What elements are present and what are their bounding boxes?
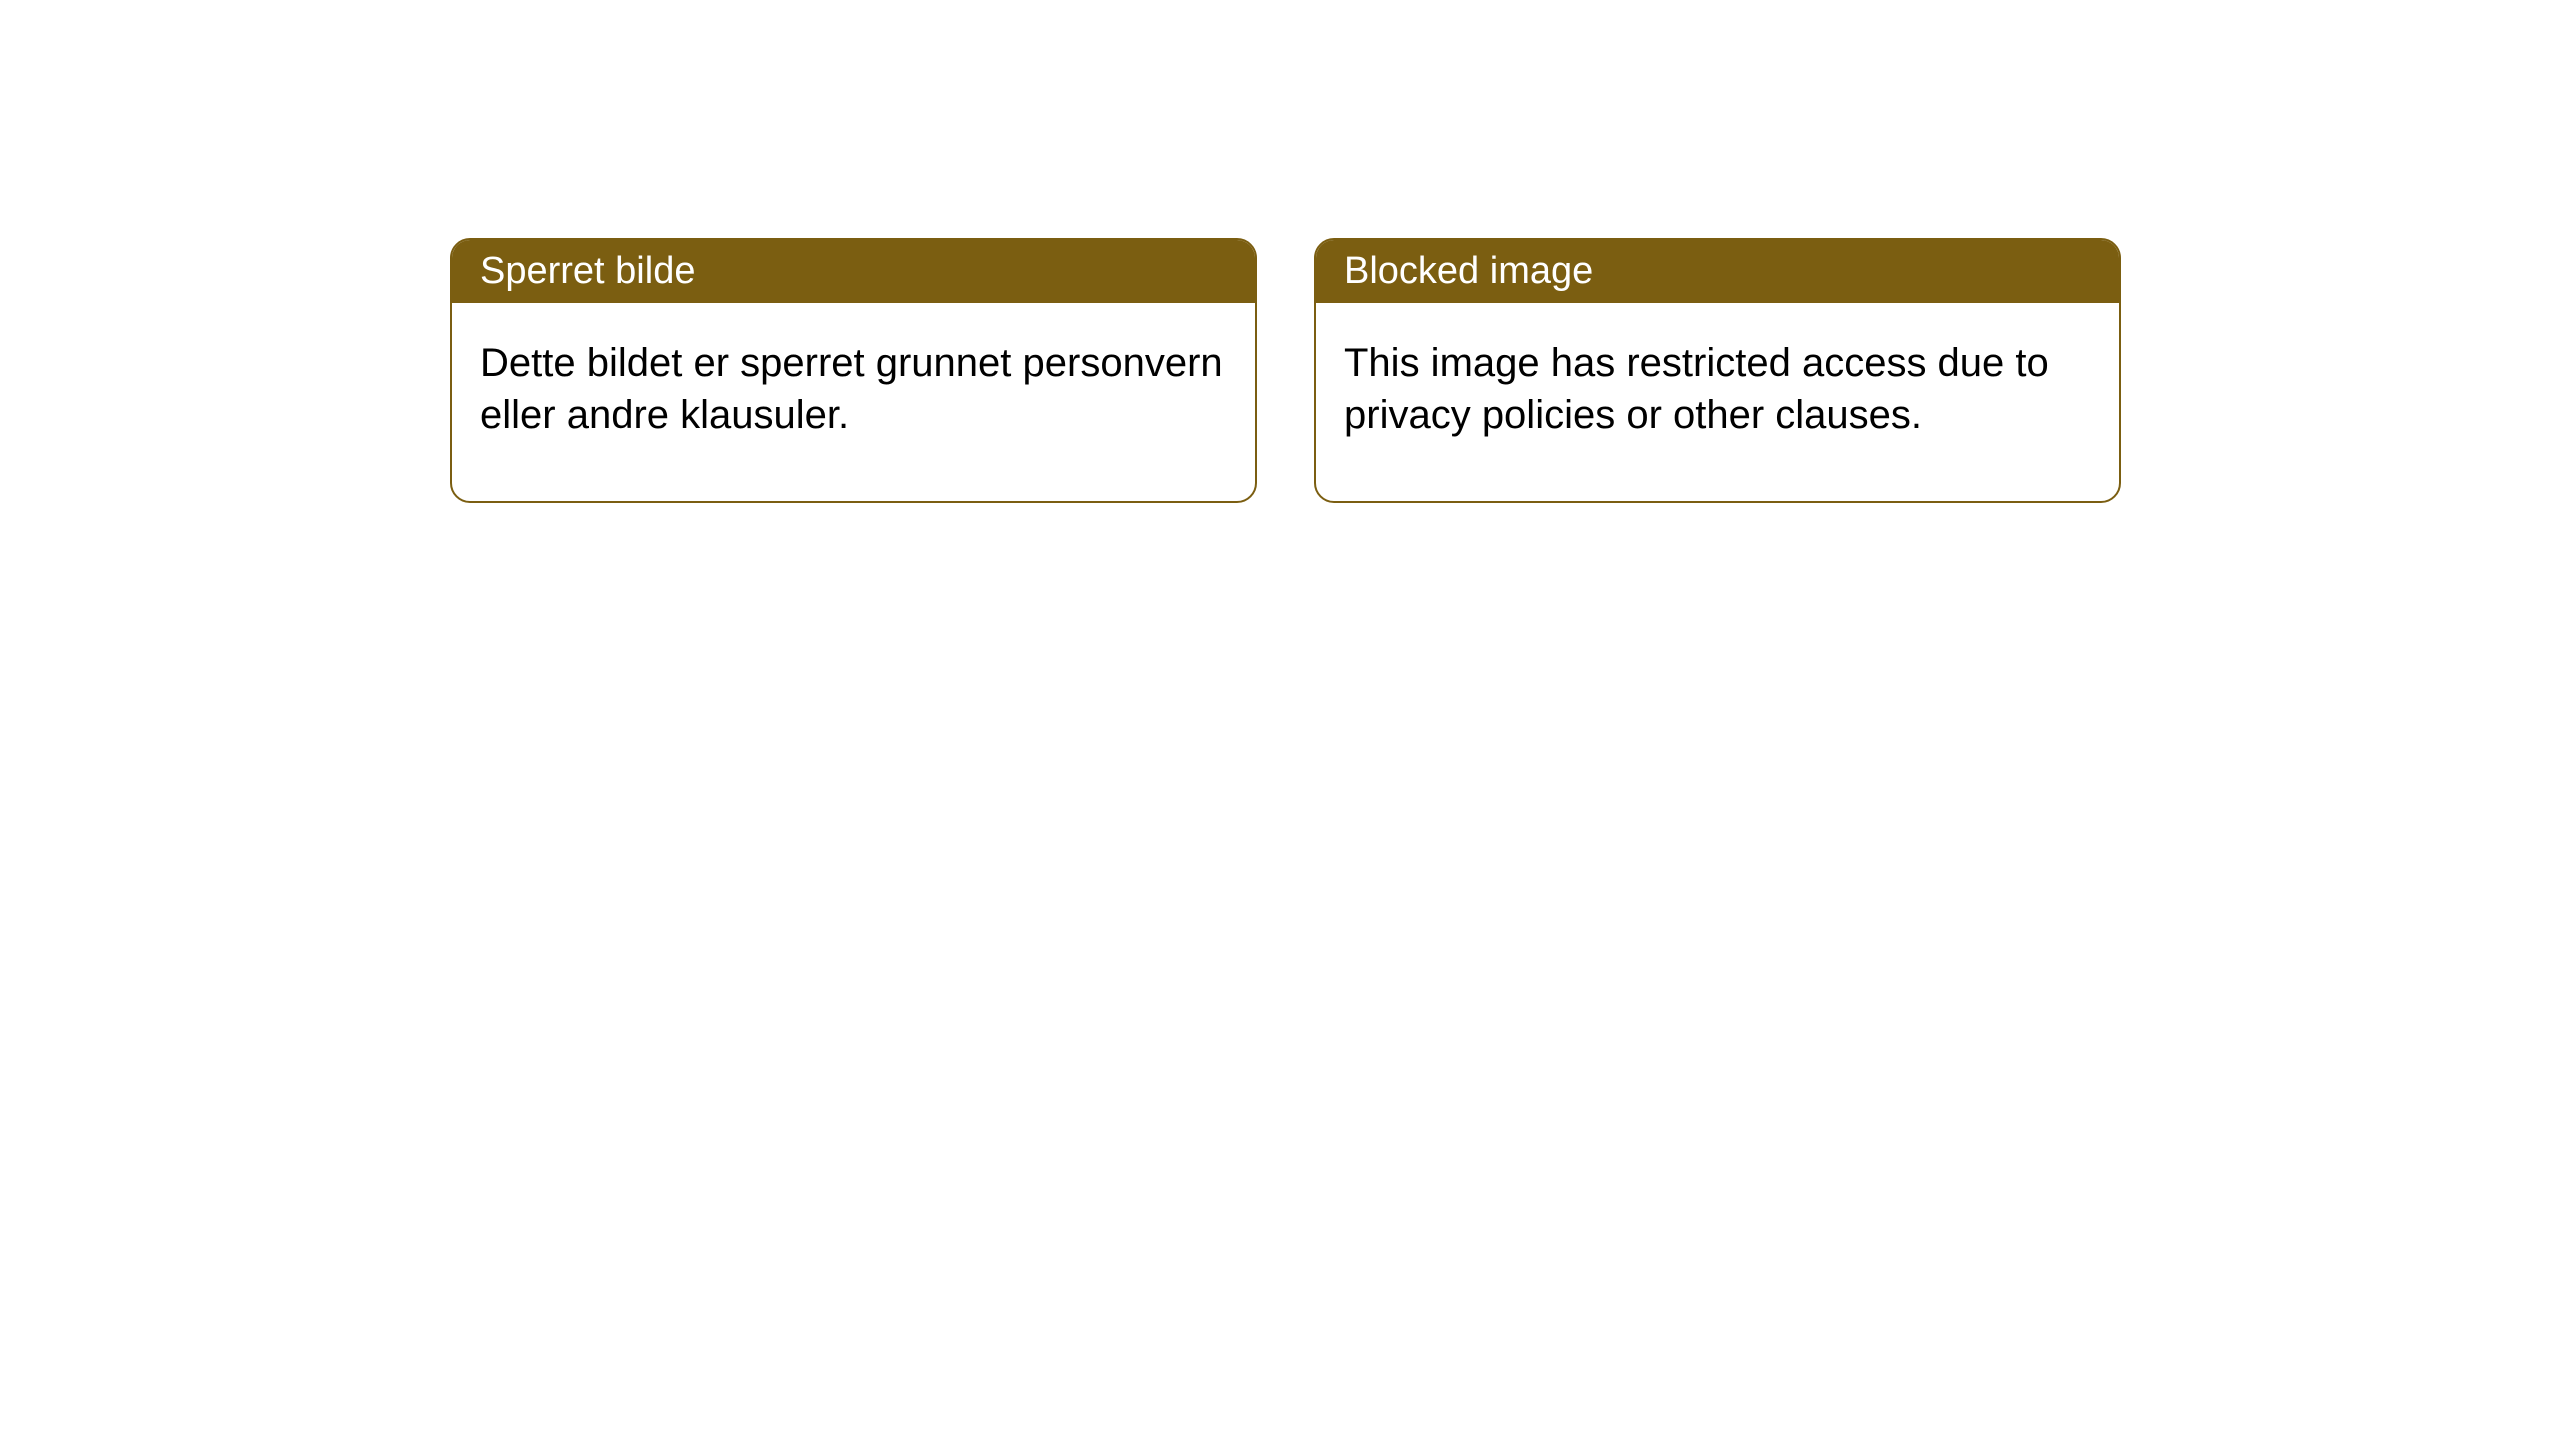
notice-body: Dette bildet er sperret grunnet personve… <box>452 303 1255 501</box>
notice-header: Sperret bilde <box>452 240 1255 303</box>
notice-title: Sperret bilde <box>480 250 695 292</box>
notice-text: Dette bildet er sperret grunnet personve… <box>480 341 1223 437</box>
notice-text: This image has restricted access due to … <box>1344 341 2049 437</box>
notice-container: Sperret bilde Dette bildet er sperret gr… <box>450 238 2121 503</box>
notice-box-norwegian: Sperret bilde Dette bildet er sperret gr… <box>450 238 1257 503</box>
notice-header: Blocked image <box>1316 240 2119 303</box>
notice-title: Blocked image <box>1344 250 1593 292</box>
notice-body: This image has restricted access due to … <box>1316 303 2119 501</box>
notice-box-english: Blocked image This image has restricted … <box>1314 238 2121 503</box>
